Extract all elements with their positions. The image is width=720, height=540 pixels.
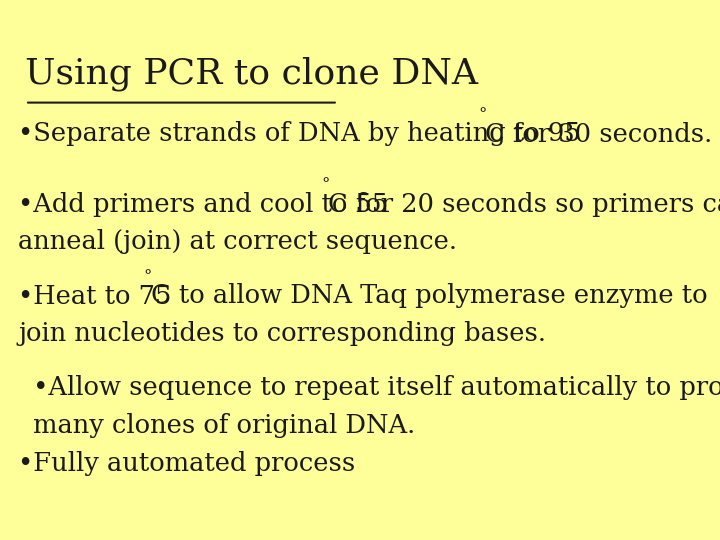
Text: •Add primers and cool to 55: •Add primers and cool to 55 <box>18 192 389 217</box>
Text: •Allow sequence to repeat itself automatically to produce: •Allow sequence to repeat itself automat… <box>25 375 720 400</box>
Text: anneal (join) at correct sequence.: anneal (join) at correct sequence. <box>18 230 457 254</box>
Text: °: ° <box>479 106 487 123</box>
Text: •Heat to 75: •Heat to 75 <box>18 284 171 308</box>
Text: C to allow DNA Taq polymerase enzyme to: C to allow DNA Taq polymerase enzyme to <box>150 284 707 308</box>
Text: C for 20 seconds so primers can: C for 20 seconds so primers can <box>328 192 720 217</box>
Text: •Separate strands of DNA by heating to 95: •Separate strands of DNA by heating to 9… <box>18 122 581 146</box>
Text: °: ° <box>321 177 330 193</box>
Text: C for 30 seconds.: C for 30 seconds. <box>485 122 713 146</box>
Text: Using PCR to clone DNA: Using PCR to clone DNA <box>25 57 478 91</box>
Text: •Fully automated process: •Fully automated process <box>18 451 356 476</box>
Text: many clones of original DNA.: many clones of original DNA. <box>25 413 415 438</box>
Text: °: ° <box>144 268 152 285</box>
Text: join nucleotides to corresponding bases.: join nucleotides to corresponding bases. <box>18 321 546 346</box>
